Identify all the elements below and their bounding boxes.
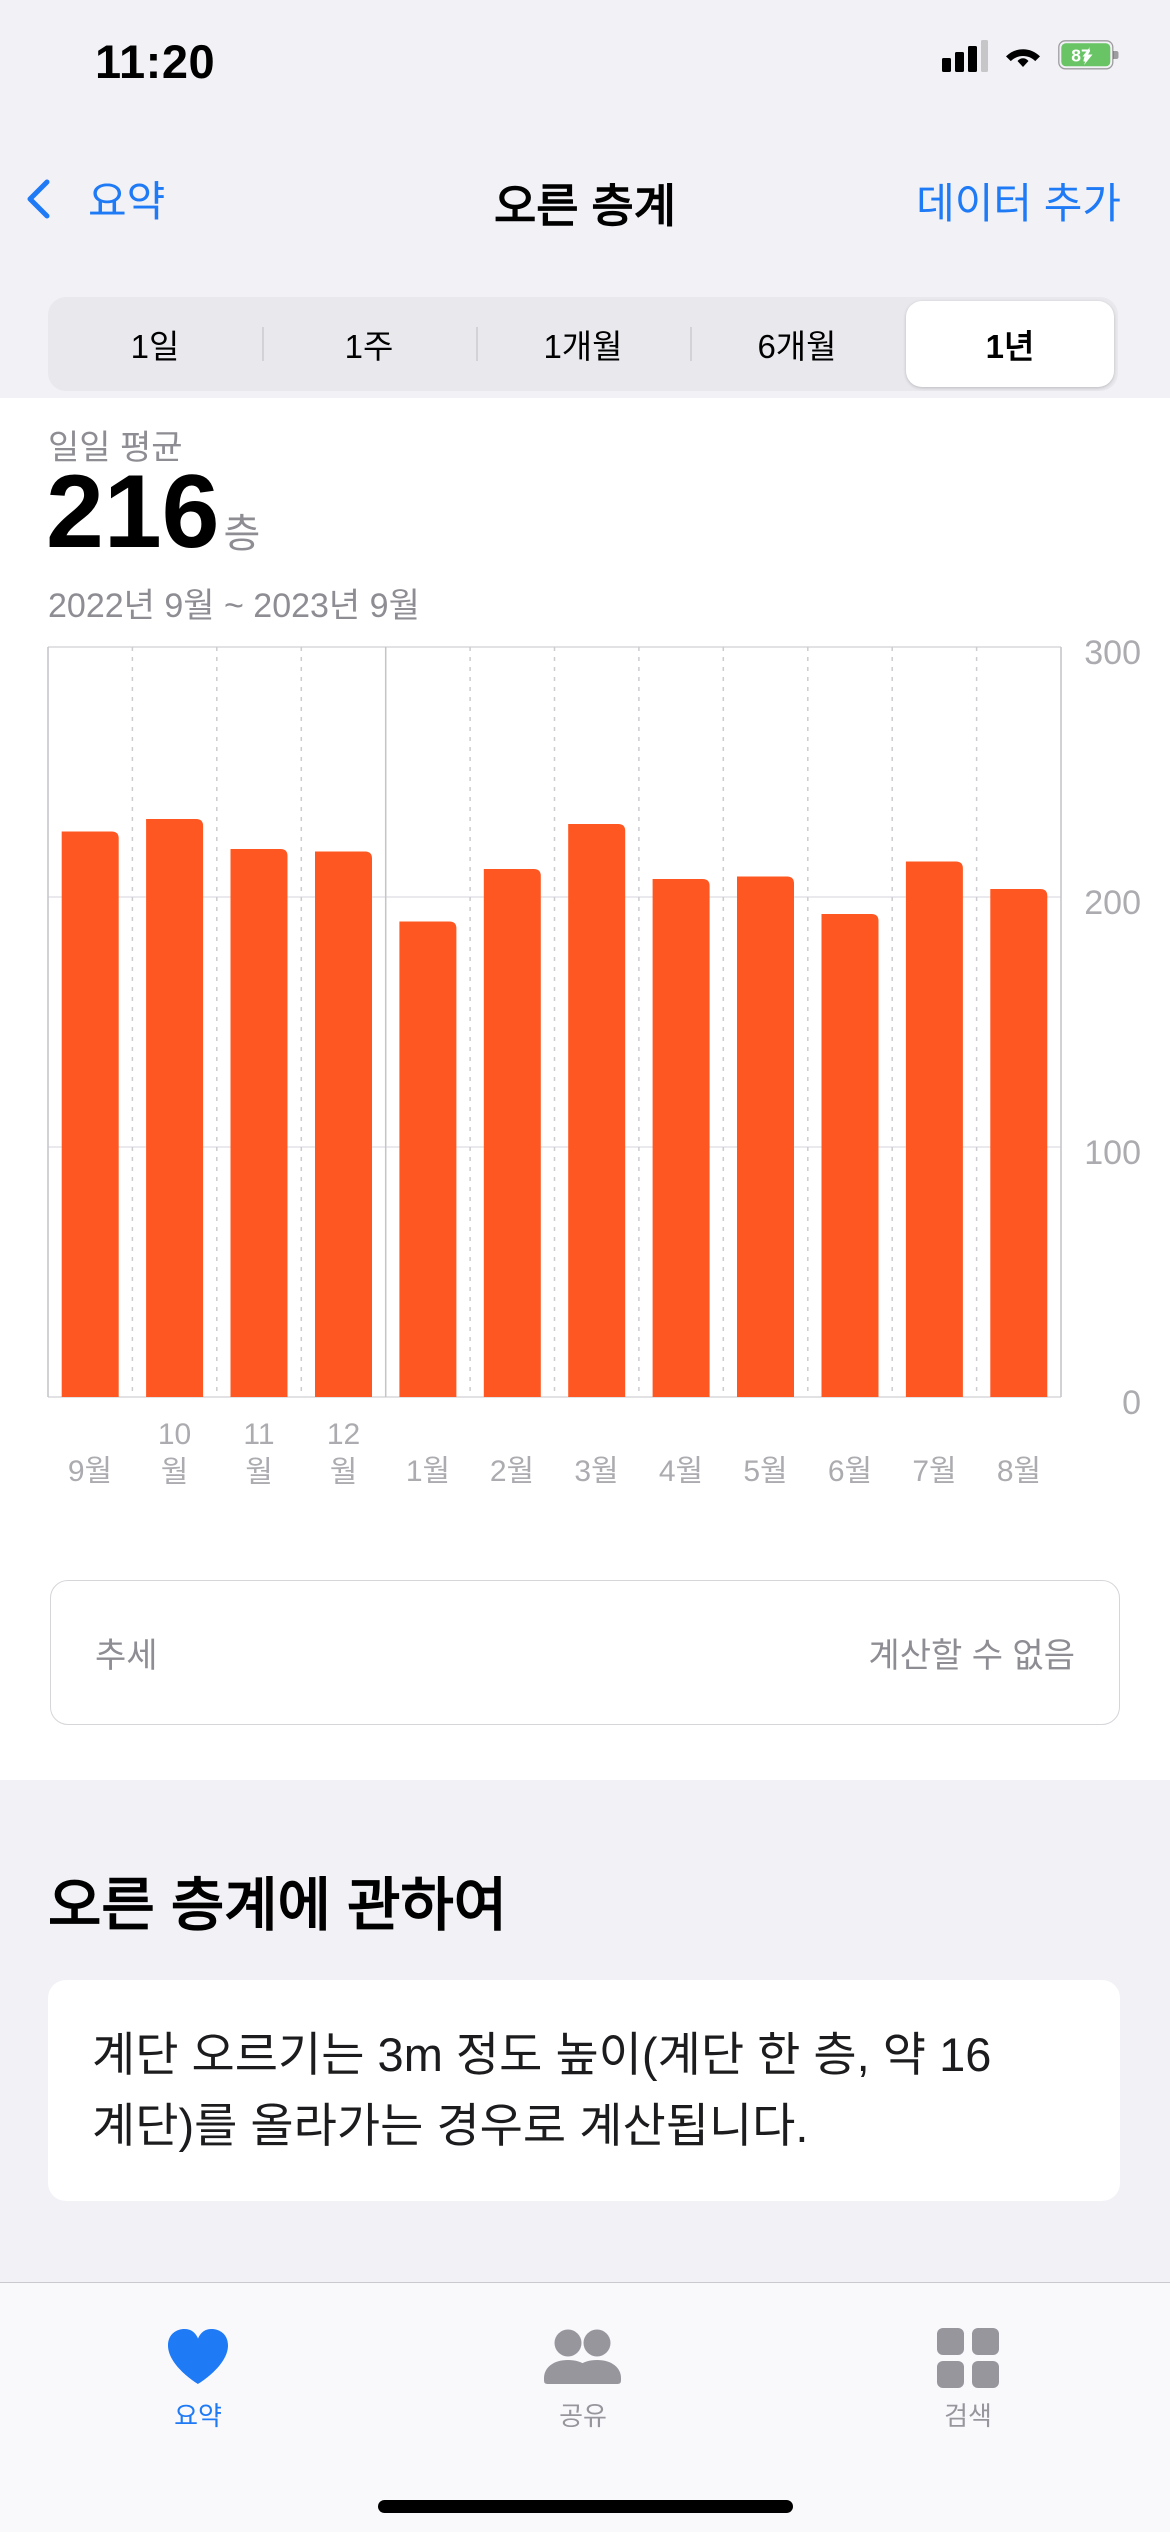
svg-text:100: 100 [1084,1134,1141,1172]
svg-text:200: 200 [1084,884,1141,922]
svg-text:300: 300 [1084,634,1141,672]
svg-text:0: 0 [1122,1384,1141,1422]
